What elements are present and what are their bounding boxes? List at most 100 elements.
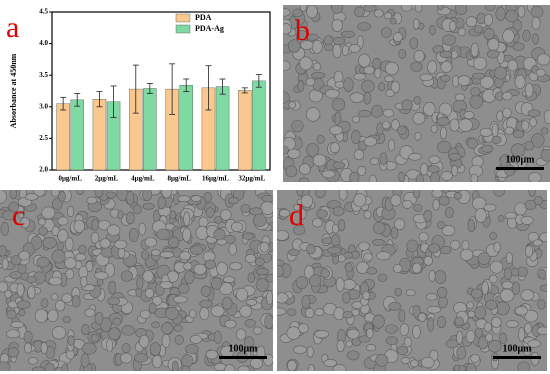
y-tick-label: 4.5	[39, 8, 48, 16]
cell	[423, 101, 436, 117]
cell	[357, 165, 367, 176]
cell	[430, 171, 440, 182]
cell	[183, 211, 191, 227]
cell	[164, 306, 179, 320]
cell	[467, 218, 476, 233]
cell	[465, 329, 476, 343]
cell	[297, 80, 305, 93]
cell	[254, 257, 265, 267]
cell	[525, 245, 534, 258]
cell	[329, 142, 340, 154]
cell	[393, 264, 403, 274]
cell	[394, 287, 402, 297]
y-axis-label: Absorbance at 450nm	[9, 53, 18, 128]
cell	[365, 344, 377, 352]
cell	[432, 199, 440, 211]
cell	[151, 321, 161, 329]
cell	[438, 196, 450, 206]
cell	[504, 126, 514, 135]
cell	[142, 270, 154, 283]
cell	[1, 257, 9, 270]
cell	[383, 12, 393, 20]
cell	[51, 190, 60, 198]
cell	[488, 339, 502, 353]
cell	[242, 232, 255, 240]
cell	[314, 308, 325, 316]
cell	[67, 335, 75, 346]
cell	[479, 75, 494, 89]
cell	[398, 309, 406, 323]
cell	[540, 127, 549, 135]
cell	[323, 359, 337, 368]
cell	[144, 236, 157, 248]
cell	[375, 353, 389, 367]
micrograph	[283, 5, 550, 182]
cell	[161, 190, 172, 199]
cell	[503, 267, 513, 281]
cell	[221, 296, 233, 310]
cell	[108, 327, 121, 341]
cell	[537, 299, 546, 310]
cell	[483, 203, 497, 212]
cell	[490, 316, 502, 328]
cell	[531, 16, 541, 30]
bar	[215, 86, 230, 171]
cell	[286, 326, 301, 340]
cell	[474, 327, 483, 338]
cell	[47, 309, 59, 323]
cell	[520, 289, 535, 301]
cell	[458, 118, 473, 132]
cell	[535, 68, 546, 77]
cell	[51, 326, 67, 340]
y-tick-label: 2.0	[39, 166, 48, 174]
cell	[405, 289, 416, 297]
cell	[220, 209, 232, 221]
cell	[185, 344, 199, 354]
cell	[437, 5, 445, 11]
cell	[440, 126, 447, 140]
cell	[179, 251, 191, 261]
cell	[428, 243, 441, 253]
cell	[390, 81, 401, 94]
cell	[423, 255, 434, 266]
cell	[362, 291, 371, 300]
cell	[539, 284, 547, 292]
cell	[517, 5, 526, 18]
cell	[57, 229, 69, 243]
cell	[332, 206, 345, 217]
cell	[90, 333, 100, 343]
cell	[524, 140, 535, 151]
bar	[252, 80, 266, 171]
cell	[410, 61, 423, 72]
scale-bar	[493, 356, 541, 359]
cell	[244, 253, 257, 263]
cell	[48, 276, 63, 286]
panel-label: d	[289, 199, 304, 232]
cell	[415, 174, 424, 182]
cell	[235, 328, 247, 341]
cell	[57, 242, 64, 251]
cell	[174, 334, 184, 345]
cell	[120, 352, 133, 364]
cell	[78, 244, 87, 255]
cell	[372, 57, 381, 70]
cell	[399, 323, 409, 336]
cell	[337, 218, 346, 232]
cell	[463, 111, 475, 120]
cell	[306, 346, 314, 358]
cell	[474, 208, 487, 223]
cell	[366, 267, 378, 275]
cell	[510, 143, 526, 157]
error-bar	[146, 83, 153, 94]
cell	[0, 281, 9, 293]
cell	[371, 104, 383, 118]
cell	[439, 50, 453, 58]
cell	[61, 363, 69, 371]
legend-swatch	[175, 24, 191, 34]
cell	[277, 265, 285, 277]
cell	[34, 308, 48, 323]
cell	[305, 307, 315, 319]
cell	[86, 196, 98, 205]
cell	[255, 278, 269, 292]
cell	[9, 190, 17, 200]
